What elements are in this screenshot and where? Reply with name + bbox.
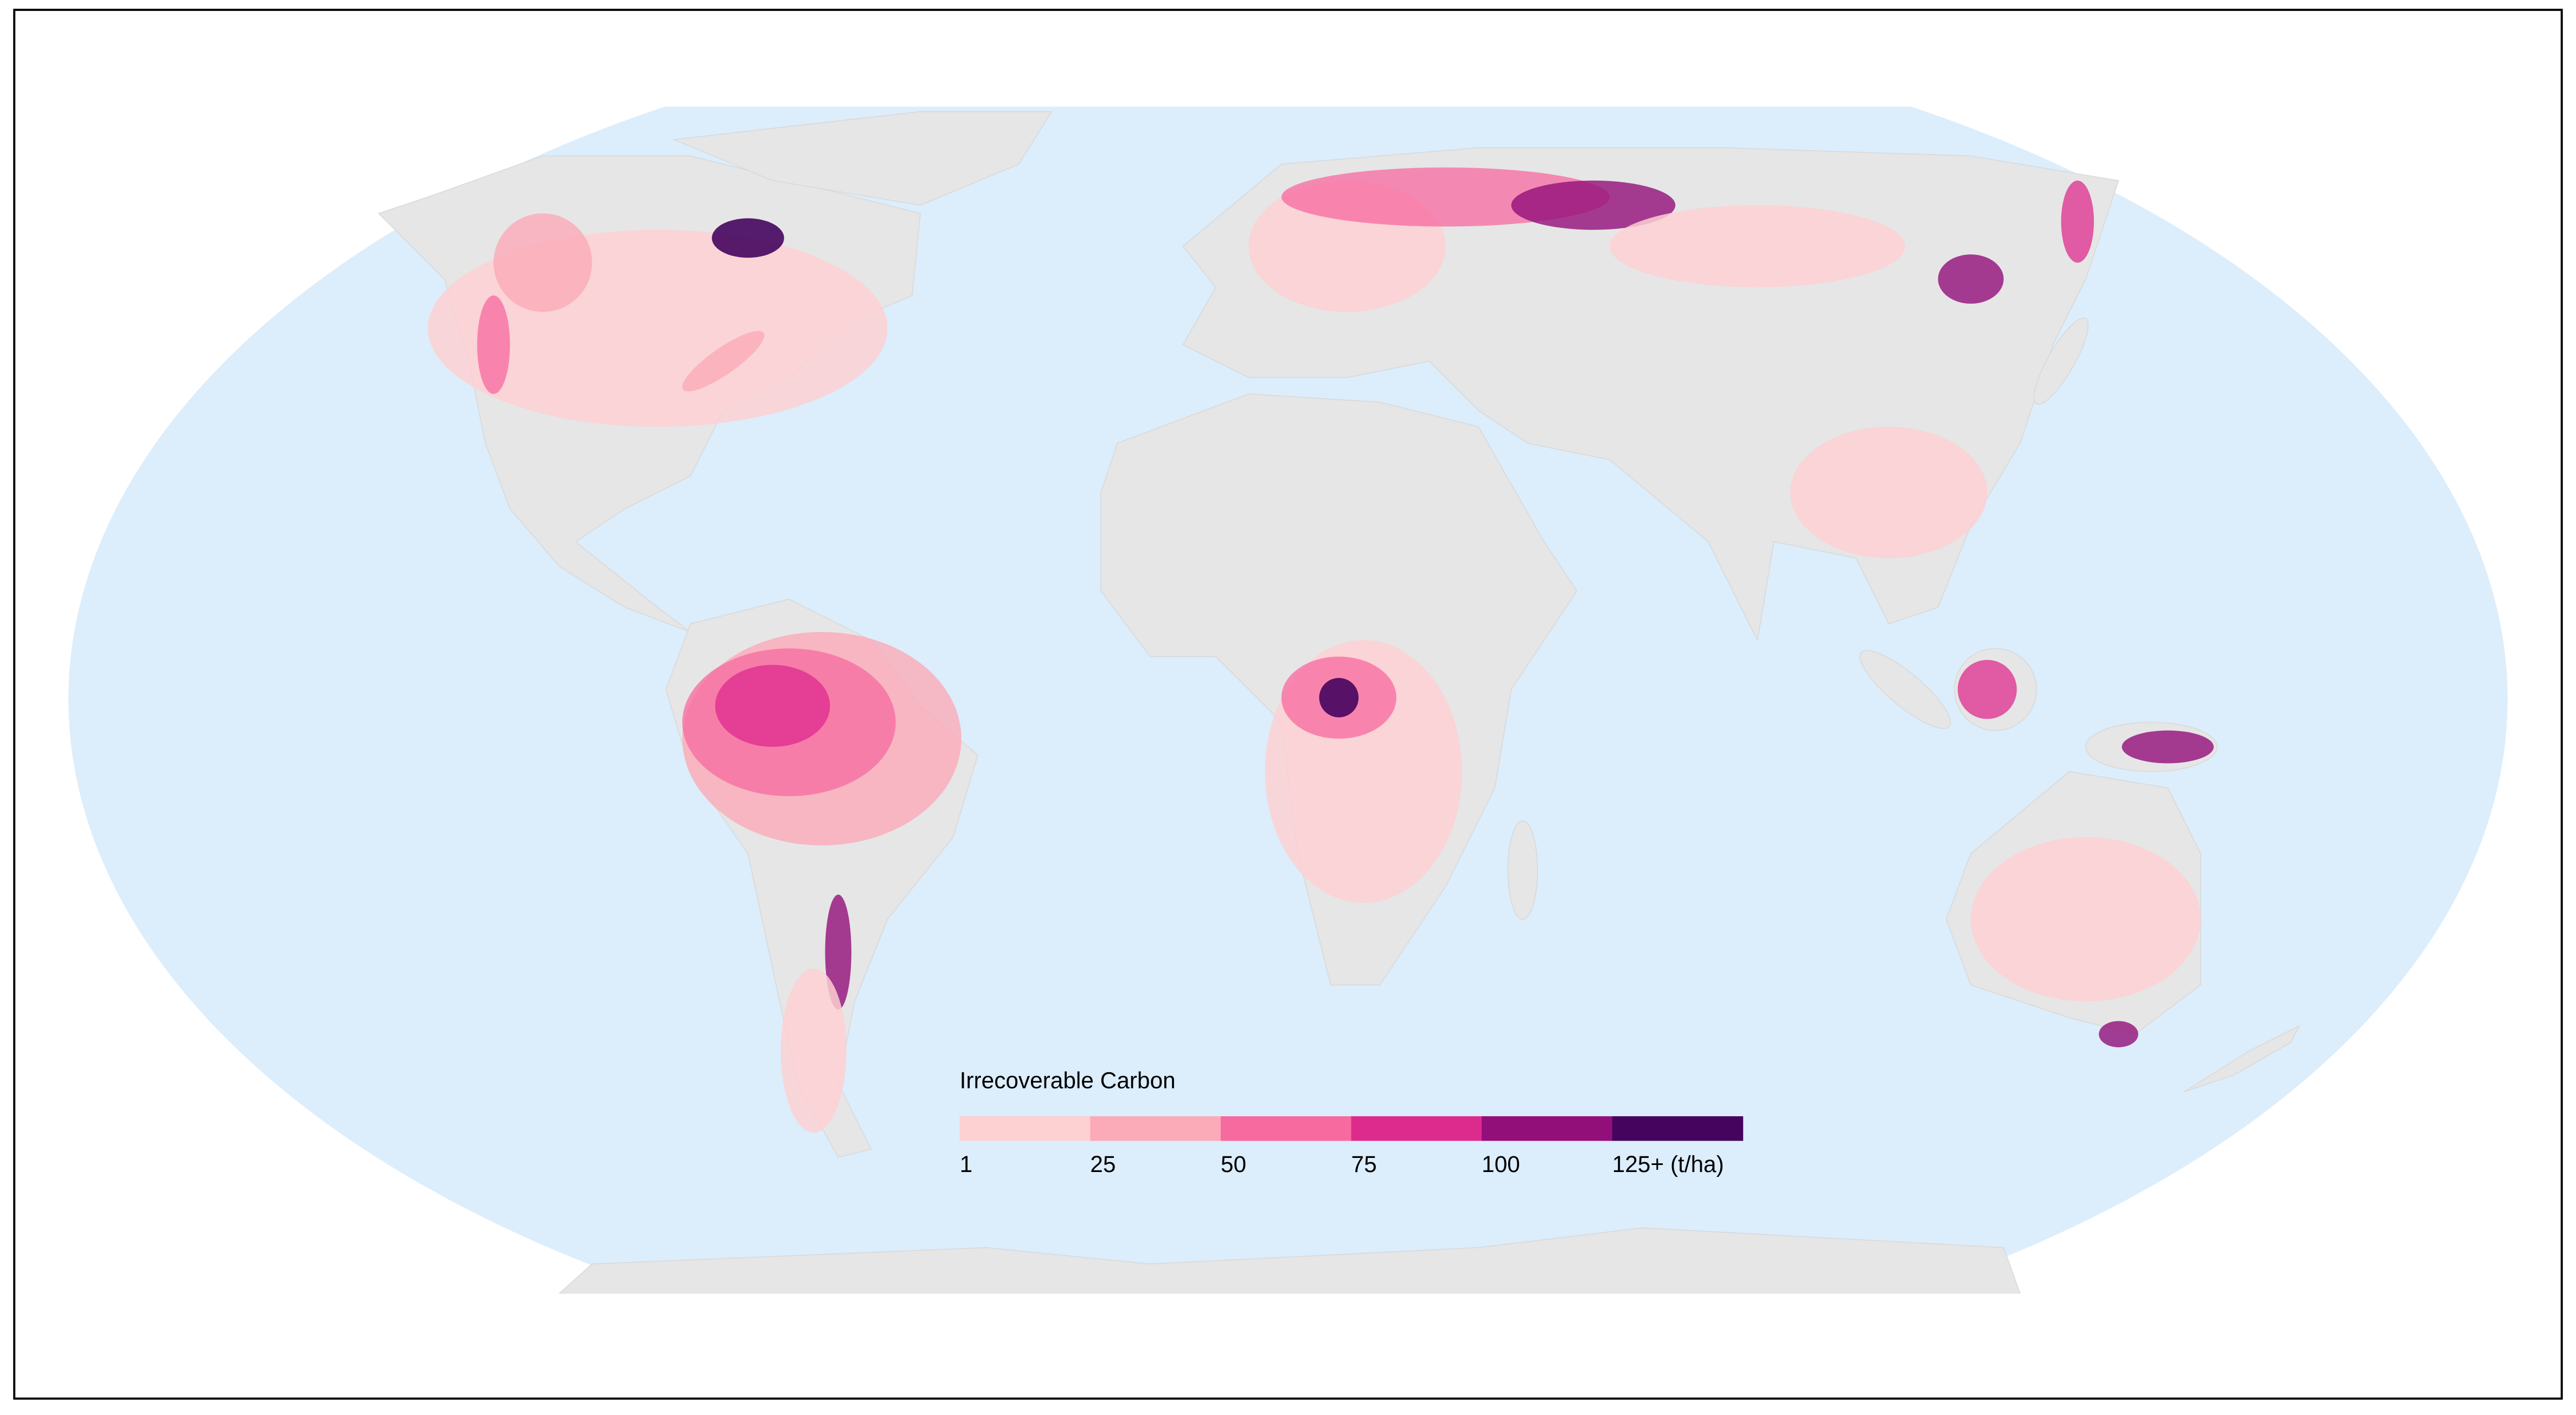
legend-swatches: 1 25 50 75 100 125+ (t/ha) xyxy=(959,1116,1744,1177)
legend-swatch xyxy=(1220,1116,1352,1141)
legend-swatch xyxy=(1351,1116,1483,1141)
legend-label: 125+ (t/ha) xyxy=(1612,1151,1724,1177)
legend-label: 100 xyxy=(1482,1151,1520,1177)
world-map xyxy=(68,106,2508,1294)
carbon-density xyxy=(428,167,2214,1133)
legend-label: 50 xyxy=(1221,1151,1246,1177)
legend: Irrecoverable Carbon 1 25 50 75 100 125+ (t/h… xyxy=(959,1068,1744,1177)
legend-label: 25 xyxy=(1090,1151,1116,1177)
legend-swatch xyxy=(959,1116,1091,1141)
legend-label: 1 xyxy=(960,1151,973,1177)
legend-swatch xyxy=(1090,1116,1221,1141)
legend-swatch xyxy=(1482,1116,1613,1141)
legend-label: 75 xyxy=(1351,1151,1377,1177)
legend-title: Irrecoverable Carbon xyxy=(960,1068,1176,1093)
legend-swatch xyxy=(1612,1116,1744,1141)
